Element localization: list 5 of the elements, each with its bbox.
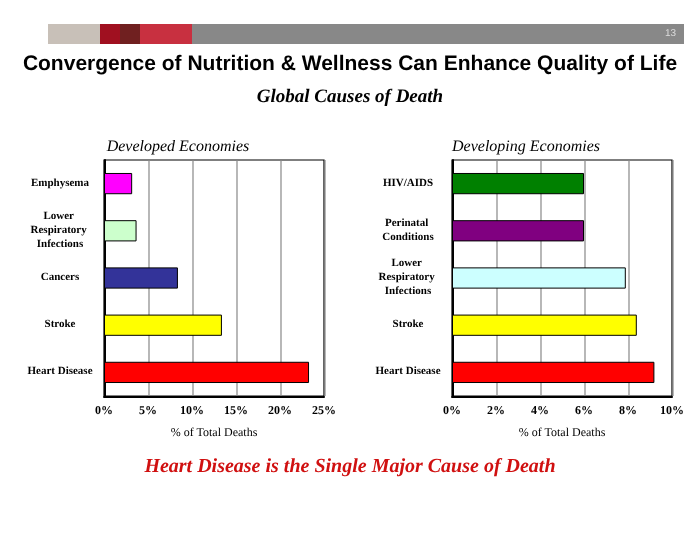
text: Global Causes of Death bbox=[254, 88, 446, 108]
text: Heart Disease is the Single Major Cause of Death bbox=[142, 456, 558, 478]
chart-title: Developed Economies bbox=[104, 137, 250, 155]
chart-title: Developing Economies bbox=[450, 137, 600, 155]
text: Convergence of Nutrition & Wellness Can Enhance Quality of Life bbox=[20, 52, 680, 76]
